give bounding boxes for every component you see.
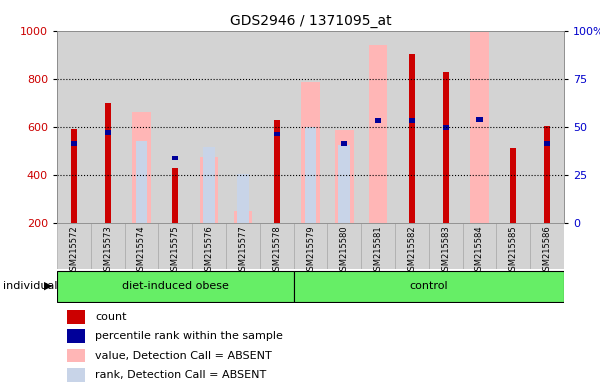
Text: GSM215574: GSM215574 [137,225,146,276]
Bar [71,129,77,223]
Text: ▶: ▶ [44,281,52,291]
Bar [328,223,361,269]
Bar [226,223,260,269]
Bar [104,103,111,223]
Bar [409,118,415,123]
Bar [57,271,293,302]
Bar [510,148,517,223]
Bar [361,223,395,269]
Bar [125,223,158,269]
Bar [443,71,449,223]
Text: GSM215573: GSM215573 [103,225,112,276]
Text: GSM215575: GSM215575 [171,225,180,276]
Text: GSM215586: GSM215586 [542,225,551,276]
Bar [67,368,85,382]
Bar [338,145,350,223]
Text: GSM215577: GSM215577 [238,225,247,276]
Bar [172,156,178,161]
Text: individual: individual [3,281,58,291]
Bar [341,141,347,146]
Text: percentile rank within the sample: percentile rank within the sample [95,331,283,341]
Bar [104,130,111,135]
Bar [301,82,320,223]
Bar [67,310,85,324]
Bar [476,117,482,122]
Text: GSM215576: GSM215576 [205,225,214,276]
Bar [544,141,550,146]
Bar [57,223,91,269]
Bar [305,127,316,223]
Bar [237,174,249,223]
Bar [369,45,388,223]
Bar [172,167,178,223]
Bar [132,113,151,223]
Text: GSM215582: GSM215582 [407,225,416,276]
Bar [274,119,280,223]
Title: GDS2946 / 1371095_at: GDS2946 / 1371095_at [230,14,391,28]
Text: GSM215578: GSM215578 [272,225,281,276]
Text: GSM215581: GSM215581 [374,225,383,276]
Bar [335,130,353,223]
Bar [496,223,530,269]
Text: count: count [95,312,127,322]
Text: value, Detection Call = ABSENT: value, Detection Call = ABSENT [95,351,272,361]
Bar [544,126,550,223]
Text: GSM215583: GSM215583 [441,225,450,276]
Bar [443,125,449,130]
Text: GSM215572: GSM215572 [70,225,79,276]
Bar [233,211,252,223]
Text: GSM215580: GSM215580 [340,225,349,276]
Bar [293,223,328,269]
Bar [409,53,415,223]
Bar [293,271,564,302]
Text: GSM215585: GSM215585 [509,225,518,276]
Bar [203,147,215,223]
Text: GSM215584: GSM215584 [475,225,484,276]
Bar [375,118,381,123]
Text: control: control [409,281,448,291]
Bar [470,32,489,223]
Bar [200,157,218,223]
Bar [136,141,148,223]
Bar [260,223,293,269]
Bar [67,329,85,343]
Text: GSM215579: GSM215579 [306,225,315,276]
Bar [158,223,192,269]
Text: diet-induced obese: diet-induced obese [122,281,229,291]
Text: rank, Detection Call = ABSENT: rank, Detection Call = ABSENT [95,370,266,380]
Bar [274,131,280,136]
Bar [192,223,226,269]
Bar [429,223,463,269]
Bar [71,141,77,146]
Bar [463,223,496,269]
Bar [91,223,125,269]
Bar [530,223,564,269]
Bar [67,349,85,362]
Bar [395,223,429,269]
